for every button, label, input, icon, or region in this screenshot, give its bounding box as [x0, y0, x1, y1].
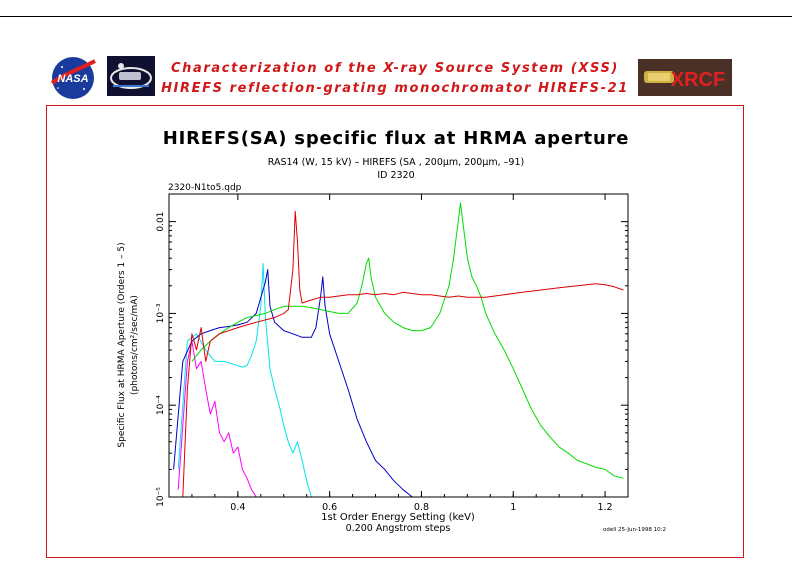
- series-layer: [173, 202, 624, 498]
- x-tick-label: 0.6: [322, 502, 337, 513]
- x-tick-label: 1.2: [597, 502, 612, 513]
- series-line-3: [173, 269, 422, 498]
- x-tick-label: 0.8: [414, 502, 429, 513]
- x-tick-label: 0.4: [230, 502, 245, 513]
- chart-title: HIREFS(SA) specific flux at HRMA apertur…: [162, 128, 630, 149]
- chart-subtitle-1: RAS14 (W, 15 kV) – HIREFS (SA , 200μm, 2…: [267, 157, 525, 168]
- top-rule: [0, 16, 792, 17]
- header-line-1: Characterization of the X-ray Source Sys…: [171, 61, 619, 76]
- chart-subtitle-2: ID 2320: [377, 170, 415, 181]
- y-tick-label: 10⁻⁵: [156, 487, 166, 507]
- series-line-4: [191, 202, 624, 479]
- nasa-logo-text: NASA: [57, 73, 88, 85]
- center-emblem-logo: [107, 56, 155, 96]
- timestamp: odell 25-Jun-1998 10:2: [603, 527, 666, 533]
- series-line-2: [177, 263, 312, 498]
- xrcf-logo: XRCF: [638, 59, 732, 96]
- file-label: 2320-N1to5.qdp: [168, 183, 242, 193]
- x-axis-label: 1st Order Energy Setting (keV): [321, 512, 475, 523]
- y-tick-label: 10⁻³: [156, 303, 166, 323]
- y-axis-label-2: (photons/cm²/sec/mA): [130, 295, 140, 395]
- y-axis-label: Specific Flux at HRMA Aperture (Orders 1…: [117, 242, 127, 447]
- y-tick-label: 10⁻⁴: [156, 395, 166, 415]
- plot-box: [168, 193, 629, 498]
- tick-layer: 0.4 0.6 0.8 1 1.2 10⁻⁵ 10⁻⁴ 10⁻³ 0.01: [156, 193, 629, 513]
- series-line-5: [182, 210, 624, 498]
- xrcf-logo-text: XRCF: [671, 69, 725, 91]
- x-tick-label: 1: [510, 502, 516, 513]
- chart-frame: [46, 105, 744, 558]
- x-axis-label-2: 0.200 Angstrom steps: [346, 523, 451, 534]
- header-line-2: HIREFS reflection-grating monochromator …: [161, 81, 629, 96]
- nasa-logo: NASA: [50, 57, 96, 99]
- y-tick-label: 0.01: [156, 212, 166, 232]
